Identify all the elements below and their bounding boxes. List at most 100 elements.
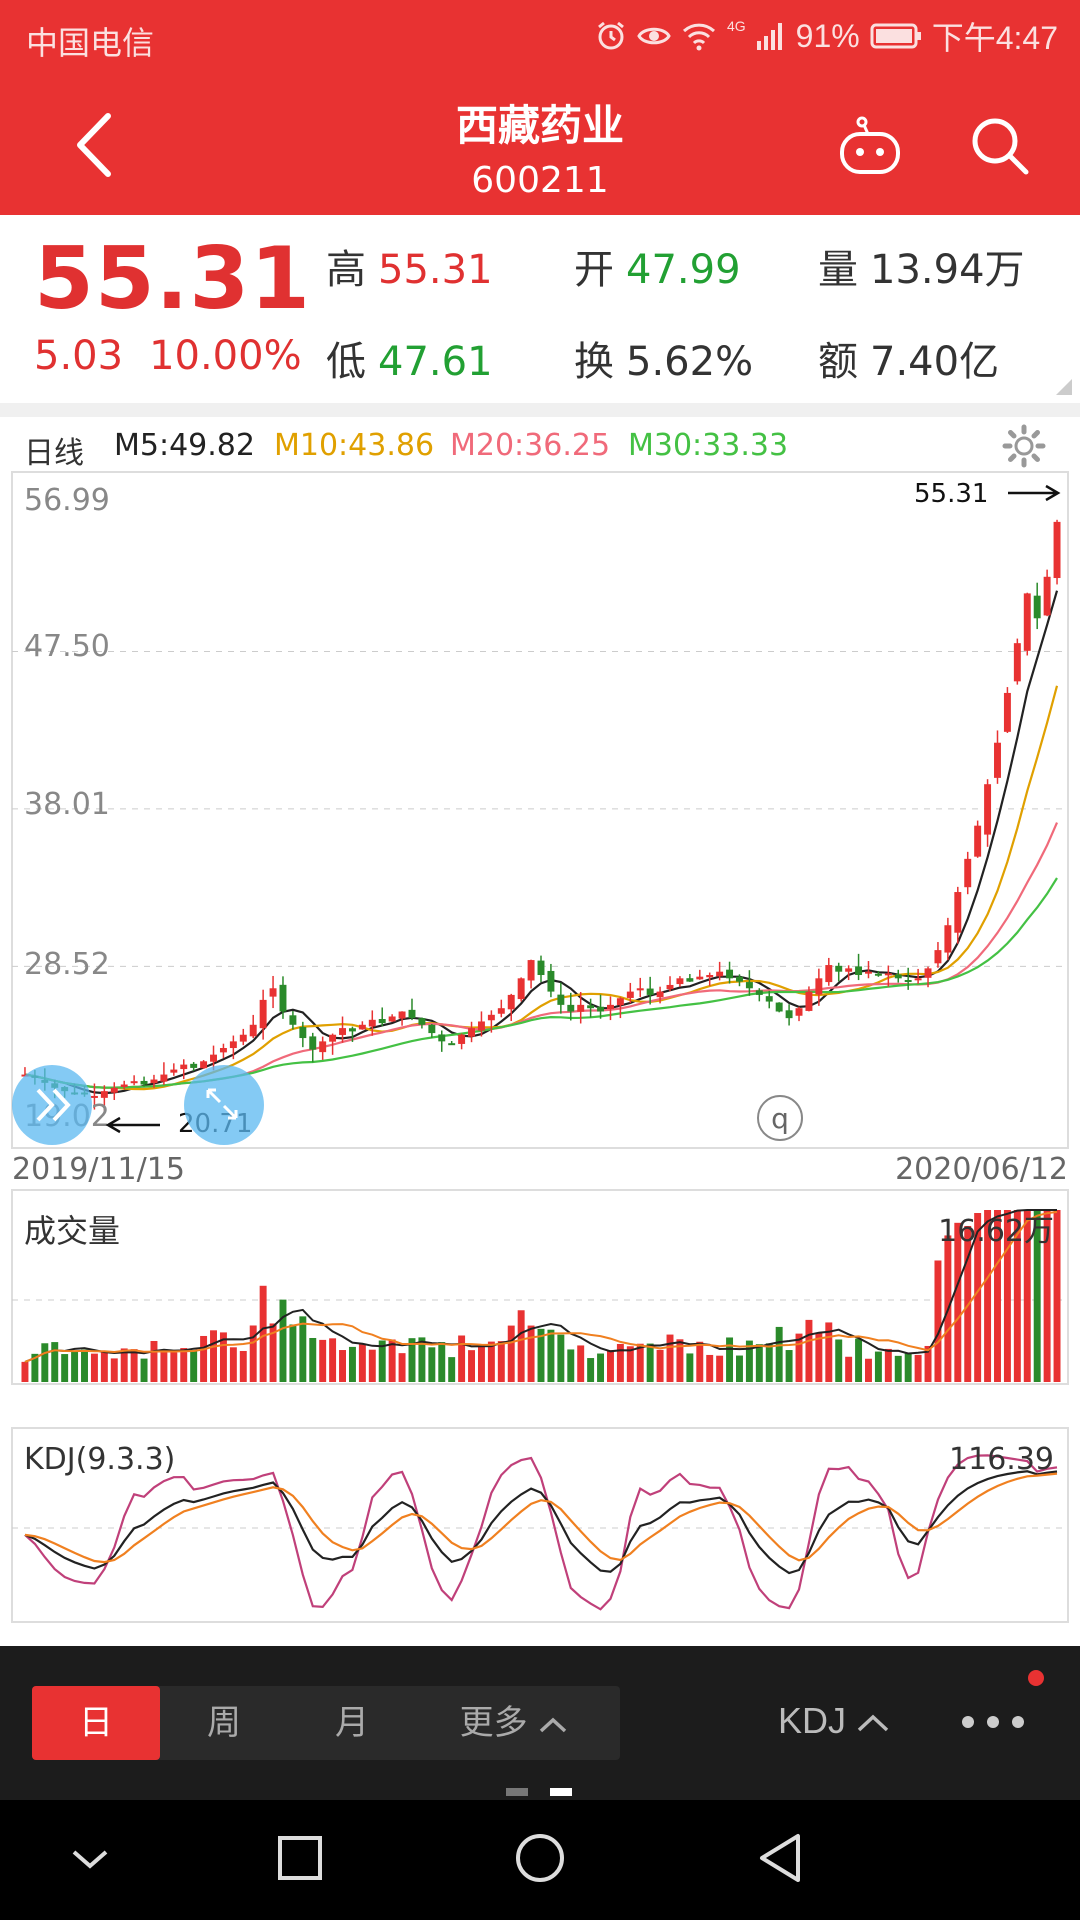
bottom-toolbar: 日 周 月 更多 KDJ <box>0 1646 1080 1800</box>
volume-bar <box>954 1222 962 1382</box>
volume-bar <box>646 1343 654 1382</box>
settings-gear-icon[interactable] <box>1002 424 1046 468</box>
candle-body <box>358 1024 366 1030</box>
volume-bar <box>358 1343 366 1382</box>
volume-bar <box>31 1353 39 1382</box>
top-header: 中国电信 4G 91% 下午4:47 西藏药业 600211 <box>0 0 1080 215</box>
volume-bar <box>736 1355 743 1382</box>
amount-label: 额 <box>818 339 858 385</box>
eye-icon <box>637 27 671 45</box>
ma20-line <box>24 822 1059 1089</box>
volume-bar <box>765 1343 773 1382</box>
quote-high: 高 55.31 <box>326 237 493 295</box>
candle-body <box>100 1091 108 1098</box>
volume-bar <box>636 1343 644 1382</box>
carrier-text: 中国电信 <box>26 25 155 61</box>
back-arrow-icon[interactable] <box>70 110 120 180</box>
volume-bar <box>1023 1210 1031 1382</box>
candle-body <box>587 1005 595 1009</box>
volume-bar <box>666 1334 674 1382</box>
more-options-icon[interactable] <box>958 1702 1028 1742</box>
volume-bar <box>219 1332 227 1382</box>
kdj-panel-label: KDJ(9.3.3) <box>24 1442 176 1477</box>
robot-assistant-icon[interactable] <box>838 116 902 176</box>
expand-corner-icon[interactable] <box>1056 379 1072 395</box>
volume-bar <box>229 1347 237 1382</box>
candle-body <box>805 991 813 1011</box>
volume-bar <box>448 1357 456 1382</box>
ma5-value: M5:49.82 <box>114 428 255 463</box>
candle-body <box>616 998 624 1006</box>
stock-name: 西藏药业 <box>455 101 624 150</box>
indicator-switch[interactable]: KDJ <box>778 1700 890 1742</box>
candle-body <box>160 1074 168 1082</box>
candles <box>21 519 1061 1111</box>
tab-day[interactable]: 日 <box>32 1686 160 1760</box>
volume-bar <box>1013 1210 1021 1382</box>
candle-body <box>666 984 674 990</box>
volume-bar <box>160 1351 168 1382</box>
candle-body <box>775 1002 783 1012</box>
tab-week[interactable]: 周 <box>207 1703 241 1743</box>
candle-body <box>1003 692 1011 732</box>
volume-bar <box>507 1325 515 1382</box>
quote-volume: 量 13.94万 <box>818 237 1025 295</box>
low-label: 低 <box>326 339 366 385</box>
volume-panel-max: 16.62万 <box>938 1214 1054 1249</box>
nav-recents-icon[interactable] <box>276 1830 324 1890</box>
candle-body <box>736 976 743 982</box>
candle-body <box>368 1019 376 1027</box>
battery-icon <box>870 23 921 49</box>
candle-body <box>527 960 535 981</box>
candle-body <box>825 965 833 983</box>
candle-body <box>716 971 724 977</box>
nav-home-icon[interactable] <box>512 1830 568 1890</box>
search-icon[interactable] <box>968 114 1032 178</box>
volume-bar <box>110 1358 118 1382</box>
volume-bar <box>90 1353 98 1382</box>
nav-back-icon[interactable] <box>756 1830 806 1890</box>
tab-month[interactable]: 月 <box>335 1703 369 1743</box>
candle-body <box>120 1084 128 1087</box>
notification-dot <box>1028 1670 1044 1686</box>
candle-body <box>388 1016 396 1022</box>
candle-body <box>339 1028 346 1035</box>
candle-body <box>249 1024 257 1037</box>
volume-bars <box>21 1210 1061 1382</box>
tab-more[interactable]: 更多 <box>424 1686 604 1760</box>
q-badge[interactable]: q <box>757 1095 803 1141</box>
volume-bar <box>874 1351 882 1382</box>
left-drag-handle[interactable] <box>12 1065 92 1145</box>
candle-body <box>477 1021 485 1031</box>
volume-bar <box>865 1358 872 1382</box>
volume-bar <box>984 1210 992 1382</box>
y-tick-3: 38.01 <box>24 787 110 822</box>
candle-body <box>785 1010 793 1019</box>
right-drag-handle[interactable] <box>184 1065 264 1145</box>
candle-body <box>140 1080 148 1085</box>
candle-body <box>458 1034 466 1044</box>
date-end: 2020/06/12 <box>895 1152 1068 1187</box>
candle-body <box>676 978 684 985</box>
candle-body <box>557 994 565 1005</box>
volume-bar <box>597 1353 605 1382</box>
candle-body <box>438 1034 446 1042</box>
volume-bar <box>1043 1210 1051 1382</box>
quote-low: 低 47.61 <box>326 329 493 387</box>
candle-body <box>904 980 912 983</box>
nav-collapse-icon[interactable] <box>68 1830 112 1890</box>
candle-body <box>319 1041 327 1053</box>
volume-bar <box>398 1353 406 1382</box>
volume-bar <box>686 1353 694 1382</box>
chevron-up-icon <box>540 1717 567 1732</box>
candle-body <box>239 1034 247 1042</box>
main-panel-frame <box>11 471 1069 1149</box>
volume-bar <box>130 1349 138 1382</box>
candle-body <box>90 1095 98 1098</box>
volume-bar <box>269 1323 277 1382</box>
volume-bar <box>388 1339 396 1382</box>
change-amount: 5.03 <box>34 333 124 379</box>
volume-bar <box>378 1340 386 1382</box>
kline-chart[interactable]: 56.99 47.50 38.01 28.52 19.02 55.31 20.7… <box>0 470 1080 1640</box>
candle-body <box>696 976 704 980</box>
